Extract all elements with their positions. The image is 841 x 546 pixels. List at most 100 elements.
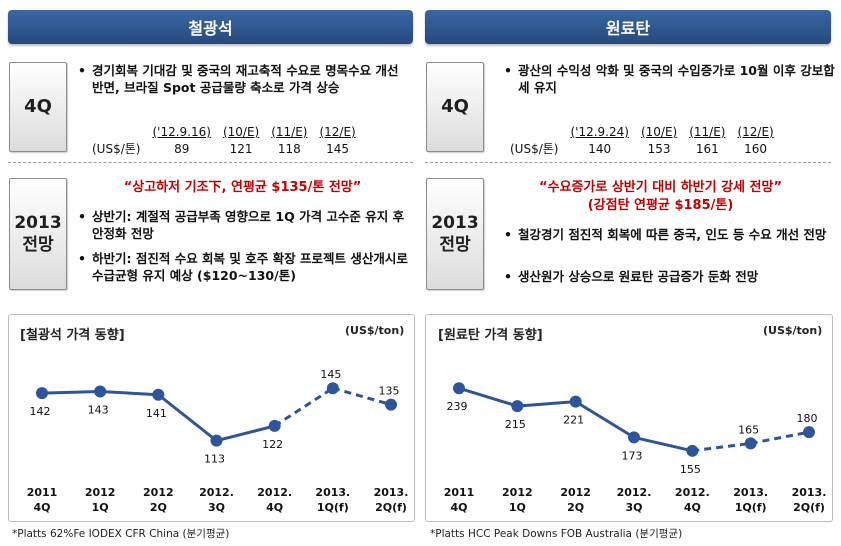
iron-ore-price-chart: 142 2011 4Q 143 2012 1Q 141 2012 2Q 113 2012. 3Q 122…	[27, 368, 409, 514]
series-segment	[458, 386, 518, 408]
data-point	[803, 426, 815, 439]
data-label: 155	[680, 463, 701, 476]
data-point	[511, 400, 524, 413]
data-label: 113	[204, 453, 225, 466]
x-tick-label: 2013.	[374, 486, 409, 499]
price-value: 145	[326, 141, 350, 156]
data-point	[36, 387, 48, 400]
data-label: 145	[320, 368, 341, 381]
x-tick-label: 2012.	[675, 486, 710, 499]
x-tick-label: 2Q(f)	[375, 501, 407, 514]
price-header: (12/E)	[319, 125, 356, 139]
iron-ore-outlook-label: 2013 전망	[9, 178, 67, 290]
x-tick-label: 4Q	[450, 501, 467, 514]
x-tick-label: 2011	[444, 486, 475, 499]
x-tick-label: 2011	[27, 486, 58, 499]
divider	[8, 162, 413, 163]
data-point	[628, 431, 640, 444]
iron-ore-outlook-headline: “상고하저 기조下, 연평균 $135/톤 전망”	[123, 180, 362, 195]
data-point	[152, 388, 165, 401]
price-value: 121	[229, 141, 253, 156]
price-header: (10/E)	[640, 125, 678, 139]
outlook-word: 전망	[439, 235, 471, 255]
iron-ore-4q-bullet: 경기회복 기대감 및 중국의 재고축적 수요로 명목수요 개선 반면, 브라질 …	[78, 62, 412, 96]
coking-coal-price-chart: 239 2011 4Q 215 2012 1Q 221 2012 2Q 173 2012. 3Q 155…	[444, 382, 826, 514]
data-label: 135	[379, 385, 400, 398]
series-segment	[216, 424, 276, 443]
x-tick-label: 1Q	[92, 501, 109, 514]
outlook-year: 2013	[431, 212, 479, 233]
series-segment	[157, 393, 218, 442]
iron-ore-chart-unit: (US$/ton)	[345, 324, 405, 337]
price-header: (11/E)	[271, 125, 308, 139]
x-tick-label: 2Q	[150, 501, 167, 514]
coking-coal-4q-price-table: ('12.9.24) (10/E) (11/E) (12/E) (US$/톤) …	[510, 124, 780, 157]
data-point	[326, 382, 339, 395]
outlook-word: 전망	[22, 235, 54, 255]
data-label: 173	[622, 449, 643, 462]
series-segment	[517, 400, 576, 408]
data-label: 143	[88, 403, 109, 416]
iron-ore-source-note: *Platts 62%Fe IODEX CFR China (분기평균)	[12, 528, 230, 540]
x-tick-label: 2Q	[567, 501, 584, 514]
data-label: 221	[563, 414, 584, 427]
headline-line-1: “수요증가로 상반기 대비 하반기 강세 전망”	[538, 180, 783, 195]
coking-coal-4q-label: 4Q	[426, 62, 484, 152]
price-header: (10/E)	[222, 125, 260, 139]
price-value: 89	[174, 141, 190, 156]
coking-coal-chart-unit: (US$/ton)	[763, 324, 823, 337]
price-value: 160	[744, 141, 768, 156]
x-tick-label: 1Q	[509, 501, 526, 514]
series-segment	[574, 400, 635, 439]
price-value: 161	[695, 141, 719, 156]
data-point	[744, 437, 757, 450]
coking-coal-outlook-headline: “수요증가로 상반기 대비 하반기 강세 전망” (강점탄 연평균 $185/톤…	[488, 179, 833, 215]
x-tick-label: 2Q(f)	[793, 501, 825, 514]
data-label: 142	[30, 405, 51, 418]
x-tick-label: 4Q	[266, 501, 283, 514]
price-header: (11/E)	[689, 125, 726, 139]
iron-ore-outlook-bullet-1: 상반기: 계절적 공급부족 영향으로 1Q 가격 고수준 유지 후 안정화 전망	[78, 208, 417, 242]
coking-coal-outlook-bullet-1: 철강경기 점진적 회복에 따른 중국, 인도 등 수요 개선 전망	[504, 226, 840, 243]
data-point	[453, 382, 465, 395]
data-label: 165	[738, 423, 759, 436]
iron-ore-4q-label: 4Q	[9, 62, 67, 152]
iron-ore-chart-title: [철광석 가격 동향]	[20, 328, 125, 343]
data-label: 122	[262, 438, 283, 451]
data-point	[569, 395, 582, 408]
x-tick-label: 1Q(f)	[735, 501, 767, 514]
x-tick-label: 2012	[502, 486, 533, 499]
series-segment	[332, 386, 392, 407]
series-segment	[633, 435, 693, 453]
outlook-year: 2013	[14, 212, 62, 233]
iron-ore-4q-price-table: ('12.9.16) (10/E) (11/E) (12/E) (US$/톤) …	[92, 124, 362, 157]
x-tick-label: 2012	[85, 486, 116, 499]
data-point	[94, 385, 107, 398]
data-point	[385, 398, 397, 411]
coking-coal-4q-bullet: 광산의 수익성 악화 및 중국의 수입증가로 10월 이후 강보합세 유지	[504, 62, 838, 96]
x-tick-label: 1Q(f)	[317, 501, 349, 514]
series-segment	[750, 430, 810, 445]
x-tick-label: 4Q	[33, 501, 50, 514]
coking-coal-source-note: *Platts HCC Peak Downs FOB Australia (분기…	[430, 528, 683, 540]
x-tick-label: 2012.	[617, 486, 652, 499]
x-tick-label: 2013.	[315, 486, 350, 499]
divider	[425, 162, 831, 163]
coking-coal-chart-title: [원료탄 가격 동향]	[438, 328, 543, 343]
coking-coal-chart-panel	[425, 314, 833, 522]
iron-ore-outlook-bullet-2: 하반기: 점진적 수요 회복 및 호주 확장 프로젝트 생산개시로 수급균형 유…	[78, 250, 417, 284]
headline-line-2: (강점탄 연평균 $185/톤)	[587, 198, 734, 213]
series-segment	[41, 389, 101, 395]
price-header: (12/E)	[737, 125, 774, 139]
data-label: 180	[797, 412, 818, 425]
x-tick-label: 3Q	[625, 501, 642, 514]
price-header: ('12.9.16)	[152, 125, 211, 139]
data-point	[268, 419, 281, 432]
x-tick-label: 2013.	[733, 486, 768, 499]
price-value: 140	[588, 141, 612, 156]
coking-coal-header: 원료탄	[425, 10, 831, 44]
x-tick-label: 2012.	[199, 486, 234, 499]
price-header: ('12.9.24)	[570, 125, 629, 139]
coking-coal-outlook-label: 2013 전망	[426, 178, 484, 290]
price-row-label: (US$/톤)	[92, 142, 141, 156]
